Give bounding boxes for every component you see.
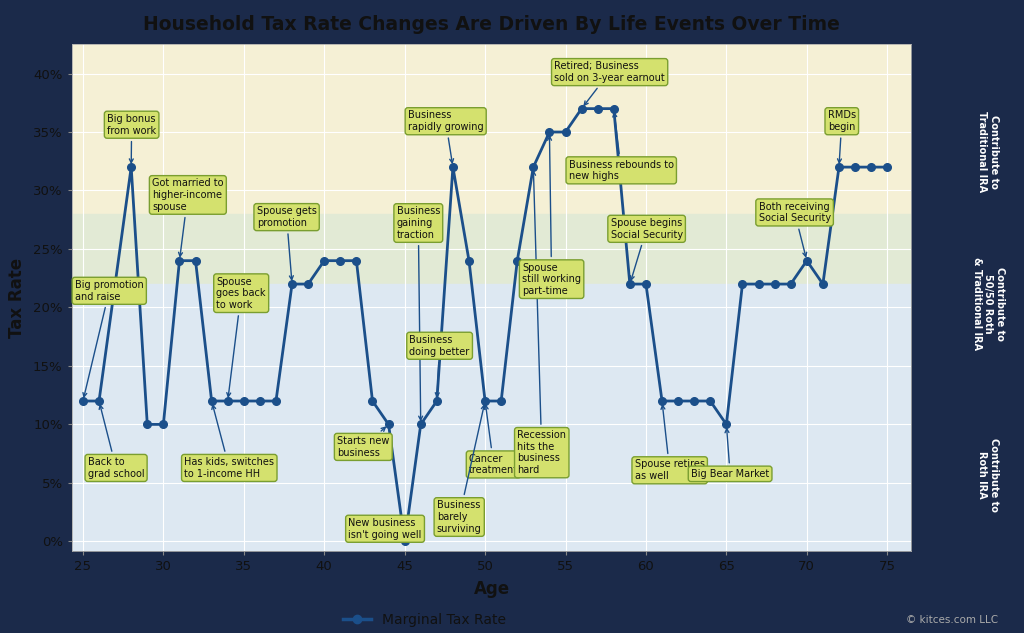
Text: Contribute to
Traditional IRA: Contribute to Traditional IRA [977, 111, 999, 192]
Text: Spouse retires
as well: Spouse retires as well [635, 405, 705, 481]
Text: RMDs
begin: RMDs begin [827, 110, 856, 163]
Text: Spouse
goes back
to work: Spouse goes back to work [216, 277, 266, 397]
Title: Household Tax Rate Changes Are Driven By Life Events Over Time: Household Tax Rate Changes Are Driven By… [143, 15, 840, 34]
Text: Has kids, switches
to 1-income HH: Has kids, switches to 1-income HH [184, 405, 274, 479]
Text: Recession
hits the
business
hard: Recession hits the business hard [517, 172, 566, 475]
Text: Spouse begins
Social Security: Spouse begins Social Security [610, 218, 683, 280]
Text: Business
rapidly growing: Business rapidly growing [408, 110, 483, 163]
Bar [72, 44, 911, 214]
Text: Business rebounds to
new highs: Business rebounds to new highs [568, 113, 674, 181]
Text: Spouse
still working
part-time: Spouse still working part-time [522, 136, 581, 296]
Text: Spouse gets
promotion: Spouse gets promotion [257, 206, 316, 280]
Text: Retired; Business
sold on 3-year earnout: Retired; Business sold on 3-year earnout [554, 61, 665, 105]
Text: Business
gaining
traction: Business gaining traction [396, 206, 440, 420]
Text: © kitces.com LLC: © kitces.com LLC [906, 615, 998, 625]
Text: Business
barely
surviving: Business barely surviving [437, 405, 485, 534]
Y-axis label: Tax Rate: Tax Rate [8, 258, 26, 337]
Text: Big Bear Market: Big Bear Market [691, 429, 769, 479]
Text: Back to
grad school: Back to grad school [88, 405, 144, 479]
X-axis label: Age: Age [473, 580, 510, 598]
Text: New business
isn't going well: New business isn't going well [348, 518, 422, 539]
Text: Both receiving
Social Security: Both receiving Social Security [759, 202, 830, 256]
Legend: Marginal Tax Rate: Marginal Tax Rate [337, 607, 511, 632]
Text: Business
doing better: Business doing better [410, 335, 470, 397]
Text: Contribute to
50/50 Roth
& Traditional IRA: Contribute to 50/50 Roth & Traditional I… [972, 258, 1005, 350]
Text: Big bonus
from work: Big bonus from work [108, 114, 157, 163]
Text: Big promotion
and raise: Big promotion and raise [75, 280, 143, 397]
Text: Contribute to
Roth IRA: Contribute to Roth IRA [977, 438, 999, 511]
Text: Starts new
business: Starts new business [337, 427, 389, 458]
Bar [72, 214, 911, 284]
Text: Cancer
treatment: Cancer treatment [469, 405, 518, 475]
Bar [72, 284, 911, 553]
Text: Got married to
higher-income
spouse: Got married to higher-income spouse [153, 179, 223, 256]
